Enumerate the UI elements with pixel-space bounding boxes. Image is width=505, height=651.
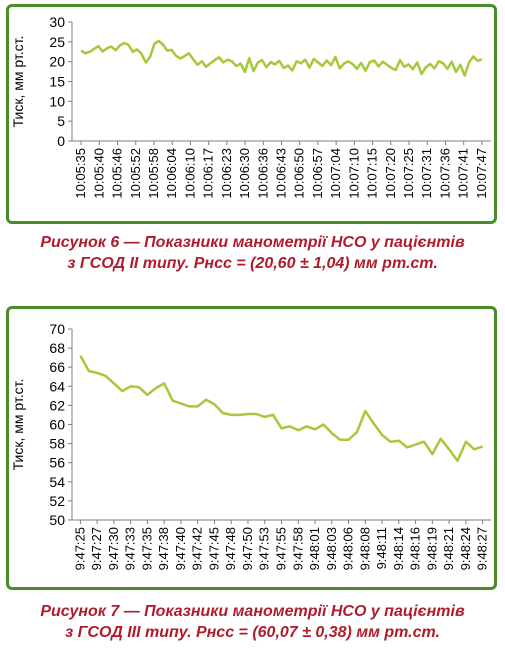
y-tick-label: 5 bbox=[57, 113, 65, 129]
x-tick-label: 9:48:16 bbox=[408, 527, 423, 570]
x-tick-label: 9:48:21 bbox=[441, 527, 456, 570]
y-tick-label: 64 bbox=[49, 378, 65, 394]
x-tick-label: 10:07:41 bbox=[456, 148, 471, 199]
x-tick-label: 10:07:25 bbox=[401, 148, 416, 199]
x-tick-label: 10:05:52 bbox=[128, 148, 143, 199]
x-tick-label: 9:48:14 bbox=[391, 527, 406, 570]
x-tick-label: 10:06:10 bbox=[182, 148, 197, 199]
x-tick-label: 10:05:35 bbox=[73, 148, 88, 199]
x-tick-label: 9:47:40 bbox=[173, 527, 188, 570]
y-axis-label: Тиск, мм рт.ст. bbox=[10, 379, 26, 471]
x-tick-label: 9:47:50 bbox=[240, 527, 255, 570]
chart-frame-pressure-type2: Тиск, мм рт.ст. 0 5 10 15 20 25 30 10:05:35 10:05… bbox=[6, 4, 497, 224]
x-tick-label: 9:47:42 bbox=[190, 527, 205, 570]
x-tick-label: 10:05:58 bbox=[146, 148, 161, 199]
x-tick-label: 9:47:58 bbox=[290, 527, 305, 570]
chart-frame-pressure-type3: Тиск, мм рт.ст. 50 52 54 56 58 60 62 64 66 68 70 9:4… bbox=[6, 306, 497, 590]
data-series-line bbox=[80, 39, 483, 77]
x-tick-label: 10:06:36 bbox=[255, 148, 270, 199]
line-chart-type3: Тиск, мм рт.ст. 50 52 54 56 58 60 62 64 66 68 70 9:4… bbox=[10, 321, 491, 570]
y-tick-label: 60 bbox=[49, 417, 65, 433]
y-tick-label: 70 bbox=[49, 321, 65, 337]
y-tick-label: 30 bbox=[49, 14, 65, 30]
caption-6-line-1: Рисунок 6 — Показники манометрії НСО у п… bbox=[40, 234, 465, 251]
y-tick-label: 66 bbox=[49, 359, 65, 375]
y-tick-label: 54 bbox=[49, 474, 65, 490]
y-tick-label: 10 bbox=[49, 93, 65, 109]
x-tick-label: 9:48:03 bbox=[324, 527, 339, 570]
caption-7-line-2: з ГСОД III типу. Рнсс = (60,07 ± 0,38) м… bbox=[65, 624, 440, 641]
y-tick-label: 25 bbox=[49, 34, 65, 50]
x-tick-label: 9:48:27 bbox=[475, 527, 490, 570]
x-tick-label: 10:06:23 bbox=[219, 148, 234, 199]
x-tick-label: 10:07:47 bbox=[474, 148, 489, 199]
x-tick-label: 10:06:50 bbox=[292, 148, 307, 199]
y-tick-label: 56 bbox=[49, 455, 65, 471]
x-tick-label: 9:47:45 bbox=[206, 527, 221, 570]
figure-caption-6: Рисунок 6 — Показники манометрії НСО у п… bbox=[0, 232, 505, 274]
y-tick-label: 58 bbox=[49, 436, 65, 452]
x-tick-label: 9:48:19 bbox=[424, 527, 439, 570]
y-tick-label: 62 bbox=[49, 397, 65, 413]
x-tick-label: 10:05:46 bbox=[110, 148, 125, 199]
x-tick-label: 9:47:30 bbox=[106, 527, 121, 570]
x-tick-label: 10:05:40 bbox=[91, 148, 106, 199]
x-tick-label: 10:06:04 bbox=[164, 148, 179, 199]
x-tick-label: 10:07:10 bbox=[346, 148, 361, 199]
x-tick-label: 9:48:11 bbox=[374, 527, 389, 569]
caption-7-line-1: Рисунок 7 — Показники манометрії НСО у п… bbox=[40, 603, 465, 620]
x-tick-label: 9:48:01 bbox=[307, 527, 322, 570]
x-tick-label: 9:47:55 bbox=[274, 527, 289, 570]
y-tick-label: 15 bbox=[49, 74, 65, 90]
y-tick-label: 0 bbox=[57, 133, 65, 149]
x-tick-label: 10:06:30 bbox=[237, 148, 252, 199]
figure-caption-7: Рисунок 7 — Показники манометрії НСО у п… bbox=[0, 601, 505, 643]
y-tick-label: 50 bbox=[49, 512, 65, 528]
x-tick-label: 10:07:20 bbox=[383, 148, 398, 199]
x-tick-label: 9:47:38 bbox=[156, 527, 171, 570]
y-tick-label: 52 bbox=[49, 493, 65, 509]
y-axis-label: Тиск, мм рт.ст. bbox=[10, 36, 26, 128]
x-tick-label: 10:06:43 bbox=[274, 148, 289, 199]
x-tick-label: 9:47:48 bbox=[223, 527, 238, 570]
x-tick-label: 9:48:06 bbox=[341, 527, 356, 570]
x-tick-label: 9:47:53 bbox=[257, 527, 272, 570]
caption-6-line-2: з ГСОД II типу. Рнсс = (20,60 ± 1,04) мм… bbox=[67, 255, 438, 272]
x-tick-label: 9:47:35 bbox=[139, 527, 154, 570]
x-tick-label: 9:47:27 bbox=[89, 527, 104, 570]
x-tick-label: 10:06:57 bbox=[310, 148, 325, 199]
x-tick-label: 9:48:24 bbox=[458, 527, 473, 570]
y-tick-label: 68 bbox=[49, 340, 65, 356]
x-tick-label: 9:47:33 bbox=[123, 527, 138, 570]
y-tick-label: 20 bbox=[49, 54, 65, 70]
x-tick-label: 9:48:08 bbox=[357, 527, 372, 570]
x-tick-label: 9:47:25 bbox=[72, 527, 87, 570]
x-tick-label: 10:07:04 bbox=[328, 148, 343, 199]
x-tick-label: 10:07:36 bbox=[437, 148, 452, 199]
x-tick-label: 10:06:17 bbox=[201, 148, 216, 199]
x-tick-label: 10:07:31 bbox=[419, 148, 434, 199]
data-series-line bbox=[79, 355, 483, 463]
x-tick-label: 10:07:15 bbox=[365, 148, 380, 199]
